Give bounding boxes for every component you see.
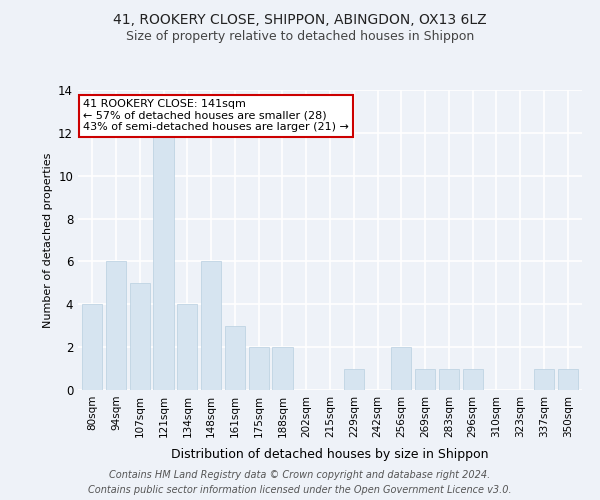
Text: Contains public sector information licensed under the Open Government Licence v3: Contains public sector information licen…: [88, 485, 512, 495]
Bar: [463, 368, 483, 390]
Bar: [344, 368, 364, 390]
Bar: [415, 368, 435, 390]
Bar: [201, 262, 221, 390]
Bar: [130, 283, 150, 390]
X-axis label: Distribution of detached houses by size in Shippon: Distribution of detached houses by size …: [171, 448, 489, 461]
Text: Contains HM Land Registry data © Crown copyright and database right 2024.: Contains HM Land Registry data © Crown c…: [109, 470, 491, 480]
Bar: [154, 133, 173, 390]
Y-axis label: Number of detached properties: Number of detached properties: [43, 152, 53, 328]
Bar: [248, 347, 269, 390]
Text: 41, ROOKERY CLOSE, SHIPPON, ABINGDON, OX13 6LZ: 41, ROOKERY CLOSE, SHIPPON, ABINGDON, OX…: [113, 12, 487, 26]
Bar: [439, 368, 459, 390]
Bar: [82, 304, 103, 390]
Bar: [106, 262, 126, 390]
Text: Size of property relative to detached houses in Shippon: Size of property relative to detached ho…: [126, 30, 474, 43]
Bar: [391, 347, 412, 390]
Bar: [272, 347, 293, 390]
Bar: [225, 326, 245, 390]
Bar: [557, 368, 578, 390]
Bar: [534, 368, 554, 390]
Text: 41 ROOKERY CLOSE: 141sqm
← 57% of detached houses are smaller (28)
43% of semi-d: 41 ROOKERY CLOSE: 141sqm ← 57% of detach…: [83, 99, 349, 132]
Bar: [177, 304, 197, 390]
